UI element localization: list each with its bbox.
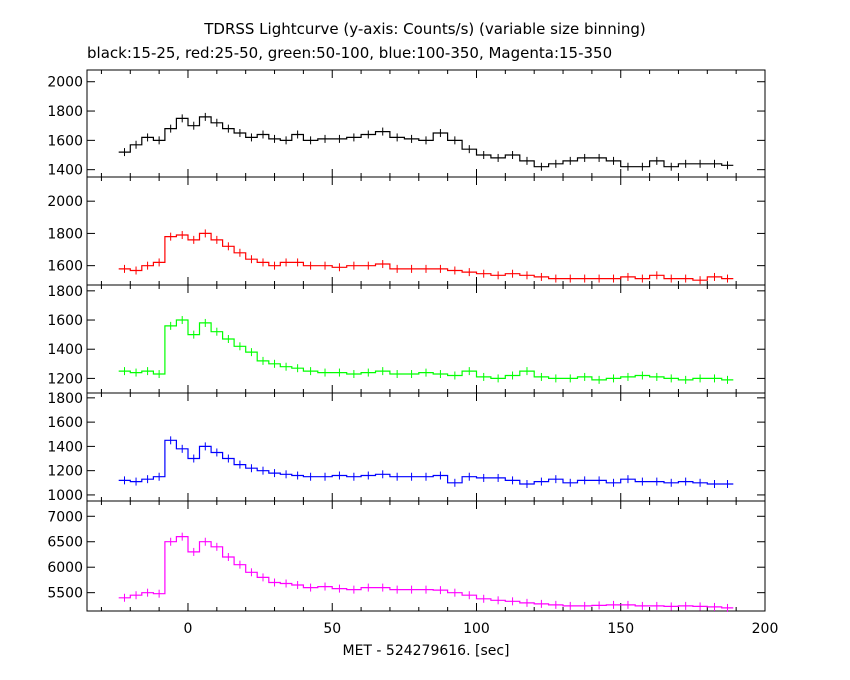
lightcurve-series-100-350 [118, 439, 734, 485]
chart-title: TDRSS Lightcurve (y-axis: Counts/s) (var… [204, 20, 646, 38]
y-tick-label: 1000 [47, 488, 83, 504]
y-tick-label: 2000 [47, 75, 83, 91]
y-tick-label: 1600 [47, 313, 83, 329]
y-tick-label: 1400 [47, 439, 83, 455]
y-tick-label: 1800 [47, 104, 83, 120]
y-tick-label: 1200 [47, 371, 83, 387]
y-tick-label: 1400 [47, 163, 83, 179]
x-tick-label: 50 [323, 621, 341, 637]
y-tick-label: 1600 [47, 259, 83, 275]
panel-frame [86, 392, 766, 502]
lightcurve-series-15-25 [118, 116, 734, 168]
y-tick-label: 1200 [47, 464, 83, 480]
y-tick-label: 1600 [47, 133, 83, 149]
x-tick-label: 200 [752, 621, 779, 637]
x-tick-label: 100 [463, 621, 490, 637]
y-tick-label: 1800 [47, 284, 83, 300]
y-tick-label: 6000 [47, 560, 83, 576]
x-tick-label: 150 [607, 621, 634, 637]
y-tick-label: 1800 [47, 226, 83, 242]
x-tick-label: 0 [184, 621, 193, 637]
x-axis-label: MET - 524279616. [sec] [342, 643, 509, 659]
y-tick-label: 7000 [47, 509, 83, 525]
y-tick-label: 6500 [47, 535, 83, 551]
panel-frame [86, 500, 766, 612]
y-tick-label: 1800 [47, 391, 83, 407]
y-tick-label: 1400 [47, 342, 83, 358]
y-tick-label: 5500 [47, 586, 83, 602]
y-tick-label: 1600 [47, 415, 83, 431]
chart-subtitle: black:15-25, red:25-50, green:50-100, bl… [87, 44, 613, 62]
lightcurve-series-15-350 [118, 536, 734, 609]
y-tick-label: 2000 [47, 194, 83, 210]
lightcurve-series-25-50 [118, 232, 734, 281]
